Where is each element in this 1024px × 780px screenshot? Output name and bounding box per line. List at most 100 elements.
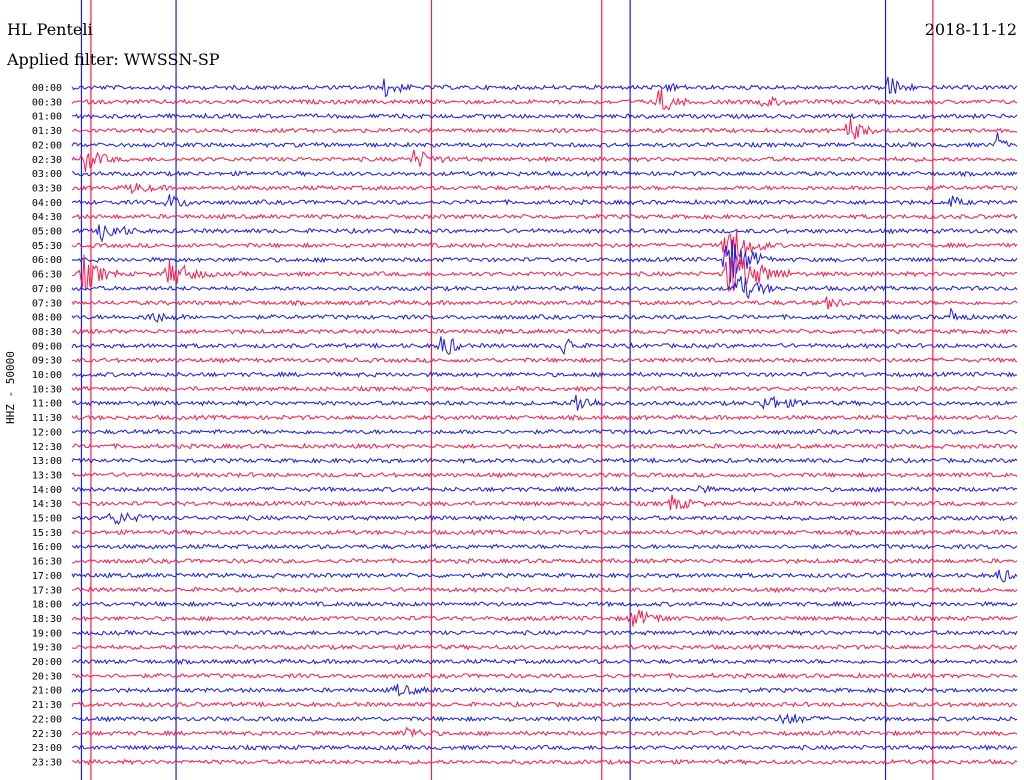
- trace-1430: [71, 494, 1018, 511]
- time-label-0830: 08:30: [32, 327, 62, 338]
- trace-0630: [71, 254, 1018, 292]
- date-label: 2018-11-12: [924, 20, 1017, 39]
- time-label-0200: 02:00: [32, 140, 62, 151]
- time-label-2330: 23:30: [32, 757, 62, 768]
- time-label-0500: 05:00: [32, 227, 62, 238]
- trace-0830: [71, 327, 1018, 335]
- time-label-0300: 03:00: [32, 169, 62, 180]
- time-label-0330: 03:30: [32, 183, 62, 194]
- time-label-2000: 20:00: [32, 657, 62, 668]
- trace-0400: [71, 194, 1018, 207]
- time-label-0230: 02:30: [32, 155, 62, 166]
- trace-0300: [71, 170, 1018, 178]
- time-label-1000: 10:00: [32, 370, 62, 381]
- trace-0530: [71, 231, 1018, 259]
- time-label-1700: 17:00: [32, 571, 62, 582]
- time-label-1430: 14:30: [32, 499, 62, 510]
- time-label-1930: 19:30: [32, 643, 62, 654]
- trace-0800: [71, 307, 1018, 323]
- trace-0330: [71, 183, 1018, 195]
- trace-2100: [71, 683, 1018, 697]
- trace-1600: [71, 543, 1018, 550]
- time-label-1600: 16:00: [32, 542, 62, 553]
- trace-1130: [71, 414, 1018, 422]
- time-label-0100: 01:00: [32, 112, 62, 123]
- time-label-0400: 04:00: [32, 198, 62, 209]
- trace-1400: [71, 484, 1018, 494]
- time-label-2300: 23:00: [32, 743, 62, 754]
- filter-label: Applied filter: WWSSN-SP: [7, 50, 220, 69]
- time-label-0900: 09:00: [32, 341, 62, 352]
- trace-0930: [71, 356, 1018, 364]
- trace-0000: [71, 76, 1018, 98]
- time-label-1400: 14:00: [32, 485, 62, 496]
- station-title: HL Penteli: [7, 20, 93, 39]
- time-label-0800: 08:00: [32, 313, 62, 324]
- trace-1230: [71, 442, 1018, 450]
- trace-1030: [71, 385, 1018, 393]
- time-label-2130: 21:30: [32, 700, 62, 711]
- time-label-1330: 13:30: [32, 470, 62, 481]
- time-label-2030: 20:30: [32, 671, 62, 682]
- trace-2030: [71, 672, 1018, 680]
- trace-0030: [71, 88, 1018, 111]
- time-label-0530: 05:30: [32, 241, 62, 252]
- channel-label: HHZ - 50000: [4, 351, 17, 424]
- trace-1500: [71, 512, 1018, 526]
- trace-0500: [71, 224, 1018, 243]
- trace-1300: [71, 456, 1018, 465]
- trace-1000: [71, 370, 1018, 378]
- trace-1900: [71, 629, 1018, 637]
- time-label-1200: 12:00: [32, 427, 62, 438]
- time-label-1730: 17:30: [32, 585, 62, 596]
- trace-1700: [71, 569, 1018, 583]
- trace-2230: [71, 726, 1018, 738]
- trace-1530: [71, 528, 1018, 537]
- time-label-0600: 06:00: [32, 255, 62, 266]
- trace-1730: [72, 586, 1018, 594]
- time-label-0000: 00:00: [32, 83, 62, 94]
- time-label-2200: 22:00: [32, 714, 62, 725]
- trace-0700: [71, 276, 1018, 300]
- time-label-1800: 18:00: [32, 600, 62, 611]
- trace-2300: [72, 744, 1018, 752]
- trace-1200: [71, 428, 1018, 436]
- time-label-1500: 15:00: [32, 514, 62, 525]
- trace-0100: [72, 112, 1018, 120]
- trace-1930: [71, 643, 1018, 651]
- trace-0900: [71, 336, 1018, 356]
- trace-0600: [71, 239, 1018, 283]
- time-label-0430: 04:30: [32, 212, 62, 223]
- trace-1100: [71, 394, 1018, 411]
- time-label-1230: 12:30: [32, 442, 62, 453]
- time-label-0630: 06:30: [32, 270, 62, 281]
- trace-0430: [71, 213, 1018, 221]
- time-label-1300: 13:00: [32, 456, 62, 467]
- trace-2130: [71, 700, 1018, 709]
- trace-1330: [71, 471, 1018, 479]
- trace-0200: [71, 132, 1018, 149]
- trace-0730: [71, 296, 1018, 310]
- time-label-0700: 07:00: [32, 284, 62, 295]
- time-label-1100: 11:00: [32, 399, 62, 410]
- time-label-0930: 09:30: [32, 356, 62, 367]
- time-label-0130: 01:30: [32, 126, 62, 137]
- time-label-1630: 16:30: [32, 557, 62, 568]
- time-label-2230: 22:30: [32, 729, 62, 740]
- trace-1630: [71, 557, 1018, 565]
- time-label-0030: 00:30: [32, 97, 62, 108]
- trace-0230: [71, 149, 1018, 173]
- time-label-1530: 15:30: [32, 528, 62, 539]
- time-label-2100: 21:00: [32, 686, 62, 697]
- time-label-1130: 11:30: [32, 413, 62, 424]
- trace-0130: [71, 118, 1018, 140]
- time-label-1900: 19:00: [32, 628, 62, 639]
- trace-2000: [71, 658, 1018, 666]
- time-label-0730: 07:30: [32, 298, 62, 309]
- time-label-1830: 18:30: [32, 614, 62, 625]
- trace-2200: [71, 713, 1018, 725]
- trace-1830: [71, 609, 1018, 627]
- trace-1800: [71, 600, 1018, 608]
- trace-2330: [71, 758, 1018, 766]
